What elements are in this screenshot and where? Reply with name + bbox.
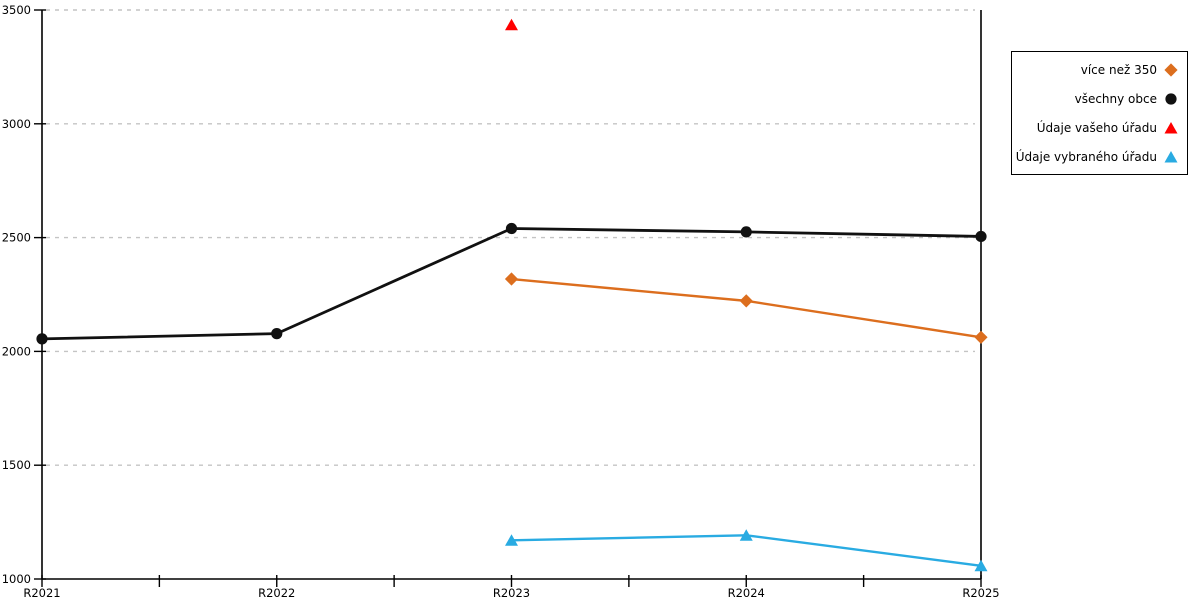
legend-item: více než 350	[1012, 55, 1187, 84]
x-tick-label: R2023	[493, 586, 530, 600]
legend-item: všechny obce	[1012, 84, 1187, 113]
axes: 1000 1500 2000 2500 3000 3500 R2021 R2022 R2023 R…	[2, 3, 1000, 600]
orange-diamond-icon	[1164, 62, 1178, 77]
data-point-marker	[1164, 121, 1178, 133]
x-tick-label: R2024	[728, 586, 765, 600]
blue-triangle-icon	[1164, 150, 1178, 164]
data-point-marker	[974, 330, 988, 344]
x-tick-label: R2021	[23, 586, 60, 600]
y-tick-label: 2000	[2, 344, 31, 358]
data-point-marker	[1164, 62, 1178, 77]
y-tick-label: 3500	[2, 3, 31, 17]
data-point-marker	[504, 272, 519, 286]
legend-item-label: všechny obce	[1074, 91, 1157, 106]
x-tick-label: R2025	[962, 586, 999, 600]
data-point-marker	[740, 226, 752, 238]
red-triangle-icon	[1164, 121, 1178, 135]
data-point-marker	[271, 328, 283, 340]
legend-item-label: Údaje vybraného úřadu	[1015, 149, 1157, 164]
x-tick-label: R2022	[258, 586, 295, 600]
data-point-marker	[739, 294, 753, 308]
data-point-marker	[1164, 150, 1178, 162]
diamond-glyph	[1164, 62, 1178, 77]
series-diamond	[504, 272, 988, 344]
data-point-marker	[505, 18, 518, 31]
data-point-marker	[505, 534, 518, 546]
legend: více než 350 všechny obce Údaje vašeho ú…	[1011, 51, 1188, 175]
data-point-marker	[739, 529, 753, 541]
data-point-marker	[974, 559, 988, 572]
y-tick-label: 3000	[2, 117, 31, 131]
series-circle	[36, 222, 987, 345]
series-triangle	[505, 529, 988, 572]
circle-glyph	[1165, 92, 1177, 105]
y-tick-label: 1500	[2, 458, 31, 472]
series-line	[510, 277, 983, 339]
black-circle-icon	[1164, 92, 1178, 106]
gridlines	[46, 9, 975, 466]
y-tick-label: 1000	[2, 572, 31, 586]
data-point-marker	[975, 230, 987, 243]
y-tick-label: 2500	[2, 231, 31, 245]
series-triangle	[505, 18, 518, 31]
legend-item-label: více než 350	[1080, 62, 1157, 77]
triangle-glyph	[1164, 121, 1178, 133]
legend-item: Údaje vybraného úřadu	[1012, 142, 1187, 171]
data-point-marker	[36, 333, 48, 345]
legend-item-label: Údaje vašeho úřadu	[1036, 120, 1157, 135]
data-point-marker	[505, 222, 518, 235]
legend-item: Údaje vašeho úřadu	[1012, 113, 1187, 142]
data-point-marker	[1165, 92, 1177, 105]
triangle-glyph	[1164, 150, 1178, 162]
